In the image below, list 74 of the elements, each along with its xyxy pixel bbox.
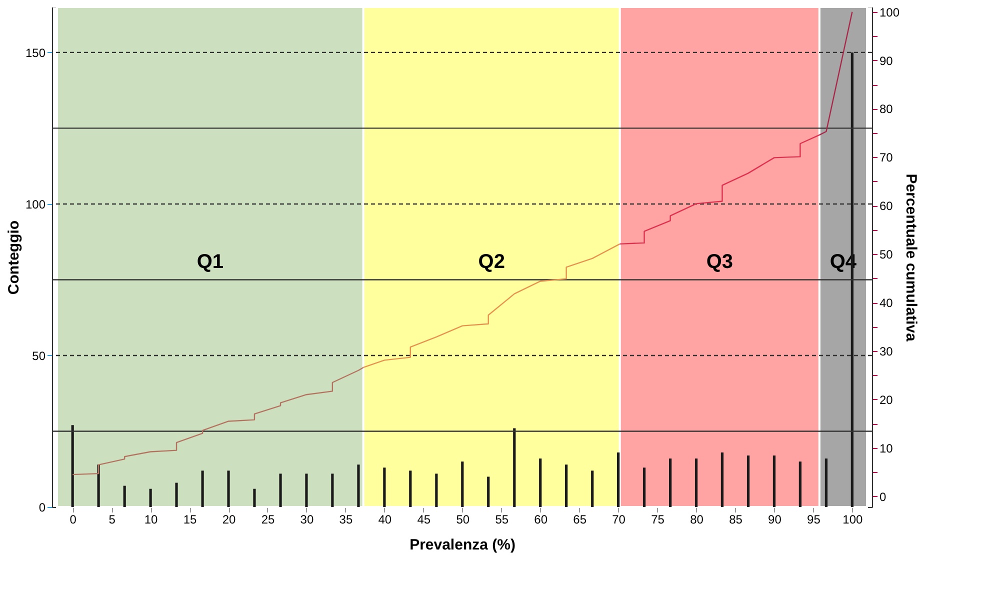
bar bbox=[824, 458, 828, 507]
bar bbox=[253, 488, 256, 507]
x-tick-label: 30 bbox=[300, 512, 314, 526]
bar bbox=[149, 488, 152, 507]
bar bbox=[591, 470, 594, 507]
bar bbox=[539, 458, 542, 507]
y2-tick-label: 90 bbox=[880, 54, 894, 68]
bar bbox=[383, 468, 386, 507]
y2-tick-label: 70 bbox=[880, 150, 894, 165]
x-tick-label: 55 bbox=[495, 512, 509, 526]
bar bbox=[279, 474, 282, 507]
y2-tick-label: 20 bbox=[880, 392, 894, 407]
bar bbox=[227, 470, 230, 507]
line-series bbox=[619, 134, 820, 245]
bar bbox=[409, 470, 412, 507]
y2-tick-label: 60 bbox=[880, 199, 894, 214]
bar bbox=[201, 470, 204, 507]
x-tick-label: 5 bbox=[108, 512, 116, 526]
y2-tick-label: 100 bbox=[880, 5, 900, 20]
x-tick-label: 90 bbox=[768, 512, 782, 526]
band-label: Q3 bbox=[706, 251, 733, 273]
bar bbox=[669, 458, 672, 507]
x-tick-label: 25 bbox=[261, 512, 275, 526]
bar bbox=[487, 476, 490, 507]
band-label: Q2 bbox=[478, 251, 505, 273]
x-tick-label: 80 bbox=[690, 512, 704, 526]
x-axis-title: Prevalenza (%) bbox=[410, 536, 516, 554]
x-tick-label: 65 bbox=[573, 512, 587, 526]
bar bbox=[642, 468, 646, 507]
y2-tick-label: 30 bbox=[880, 344, 894, 358]
bar bbox=[357, 464, 360, 507]
bar bbox=[720, 452, 724, 507]
y-axis-title: Conteggio bbox=[5, 220, 22, 295]
x-tick-label: 45 bbox=[417, 512, 431, 526]
x-tick-label: 100 bbox=[842, 512, 864, 526]
x-tick-label: 60 bbox=[534, 512, 548, 526]
x-tick-label: 75 bbox=[651, 512, 665, 526]
bar bbox=[331, 474, 334, 507]
bar bbox=[617, 452, 620, 507]
y2-tick-label: 50 bbox=[880, 248, 894, 262]
x-tick-label: 0 bbox=[70, 512, 77, 526]
x-tick-label: 20 bbox=[222, 512, 236, 526]
line-series bbox=[72, 366, 364, 476]
x-tick-label: 10 bbox=[144, 512, 158, 526]
bar bbox=[175, 482, 178, 507]
line-series bbox=[362, 243, 620, 368]
x-tick-label: 95 bbox=[807, 512, 821, 526]
x-tick-label: 35 bbox=[339, 512, 353, 526]
bar bbox=[772, 455, 776, 507]
bar bbox=[746, 455, 750, 507]
bar bbox=[694, 458, 698, 507]
bar bbox=[565, 464, 568, 507]
x-tick-label: 40 bbox=[378, 512, 392, 526]
x-tick-label: 50 bbox=[456, 512, 470, 526]
bar bbox=[305, 474, 308, 507]
y2-tick-label: 10 bbox=[880, 441, 894, 456]
x-tick-label: 85 bbox=[729, 512, 743, 526]
y-tick-label: 150 bbox=[25, 46, 46, 60]
x-tick-label: 15 bbox=[183, 512, 198, 526]
y2-tick-label: 80 bbox=[880, 102, 894, 116]
y-tick-label: 50 bbox=[32, 348, 46, 363]
band-label: Q1 bbox=[196, 251, 224, 273]
bar bbox=[513, 428, 516, 507]
y-tick-label: 0 bbox=[38, 500, 46, 514]
x-tick-label: 70 bbox=[612, 512, 626, 526]
y2-axis-title: Percentuale cumulativa bbox=[902, 174, 920, 342]
y-tick-label: 100 bbox=[25, 197, 46, 212]
bar bbox=[123, 486, 126, 507]
y2-tick-label: 0 bbox=[880, 490, 886, 504]
bar bbox=[798, 462, 802, 507]
bar bbox=[461, 462, 464, 507]
y2-tick-label: 40 bbox=[880, 296, 894, 310]
bar bbox=[435, 474, 438, 507]
bar bbox=[71, 425, 74, 507]
